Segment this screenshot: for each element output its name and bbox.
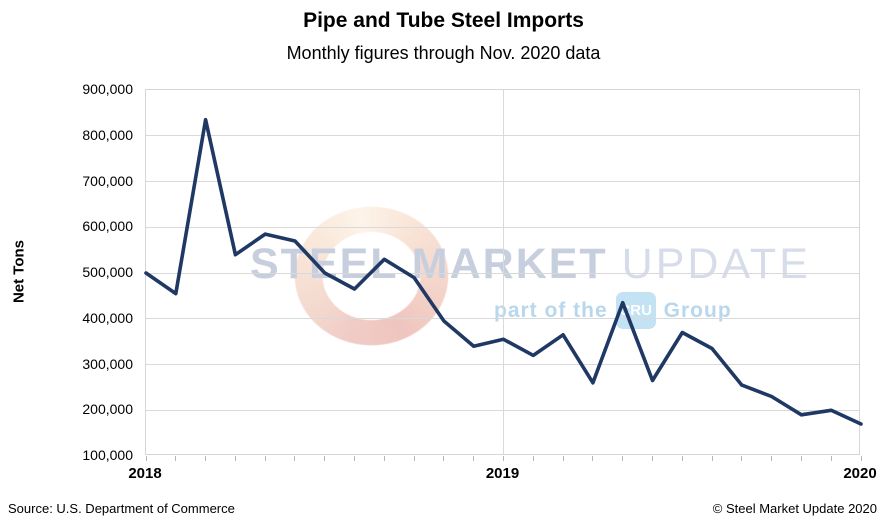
month-tick bbox=[532, 456, 534, 461]
y-tick-label: 300,000 bbox=[82, 355, 133, 372]
month-tick bbox=[383, 456, 385, 461]
month-tick bbox=[741, 456, 743, 461]
y-tick-label: 200,000 bbox=[82, 401, 133, 418]
y-tick-label: 800,000 bbox=[82, 126, 133, 143]
y-tick-label: 900,000 bbox=[82, 81, 133, 97]
month-tick bbox=[354, 456, 356, 461]
month-tick bbox=[324, 456, 326, 461]
y-tick-label: 400,000 bbox=[82, 309, 133, 326]
month-tick bbox=[145, 456, 147, 461]
y-tick-label: 700,000 bbox=[82, 172, 133, 189]
month-tick bbox=[562, 456, 564, 461]
month-tick bbox=[413, 456, 415, 461]
x-tick-label: 2018 bbox=[128, 465, 162, 482]
gridline-h bbox=[146, 409, 859, 411]
month-tick bbox=[294, 456, 296, 461]
month-tick bbox=[800, 456, 802, 461]
watermark-tagline: part of the CRU Group bbox=[494, 292, 732, 329]
y-tick-label: 600,000 bbox=[82, 218, 133, 235]
y-tick-label: 500,000 bbox=[82, 264, 133, 280]
gridline-h bbox=[146, 272, 859, 274]
y-tick-label: 100,000 bbox=[82, 447, 133, 463]
month-tick bbox=[503, 456, 504, 461]
gridline-h bbox=[146, 364, 859, 365]
month-tick bbox=[592, 456, 594, 461]
cru-logo-icon: CRU bbox=[615, 292, 656, 329]
month-tick bbox=[651, 456, 653, 461]
chart-subtitle: Monthly figures through Nov. 2020 data bbox=[286, 43, 601, 63]
gridline-h bbox=[146, 181, 859, 182]
month-tick bbox=[622, 456, 624, 461]
month-tick bbox=[175, 456, 177, 461]
month-tick bbox=[264, 456, 266, 461]
month-tick bbox=[681, 456, 683, 461]
imports-line bbox=[144, 117, 863, 426]
gridline-h bbox=[146, 318, 859, 320]
gridline-year bbox=[503, 90, 504, 454]
plot-area: STEEL MARKET UPDATE part of the CRU Group bbox=[144, 89, 863, 461]
data-line-series bbox=[144, 117, 863, 426]
smu-swirl-logo-icon bbox=[294, 206, 449, 346]
month-tick bbox=[205, 456, 207, 461]
watermark-brand-text: STEEL MARKET UPDATE bbox=[250, 240, 811, 288]
gridline-h bbox=[146, 226, 859, 228]
y-axis-title: Net Tons bbox=[10, 239, 28, 304]
month-tick bbox=[234, 456, 236, 461]
source-note: Source: U.S. Department of Commerce bbox=[8, 501, 235, 516]
x-tick-label: 2020 bbox=[843, 465, 877, 482]
month-tick bbox=[473, 456, 475, 461]
chart-title: Pipe and Tube Steel Imports bbox=[303, 9, 584, 32]
month-tick bbox=[860, 456, 862, 461]
month-tick bbox=[771, 456, 773, 461]
month-tick bbox=[443, 456, 445, 461]
gridline-h bbox=[146, 135, 859, 137]
copyright-note: © Steel Market Update 2020 bbox=[712, 501, 877, 516]
month-tick bbox=[830, 456, 832, 461]
x-tick-label: 2019 bbox=[485, 465, 520, 482]
month-tick bbox=[711, 456, 713, 461]
